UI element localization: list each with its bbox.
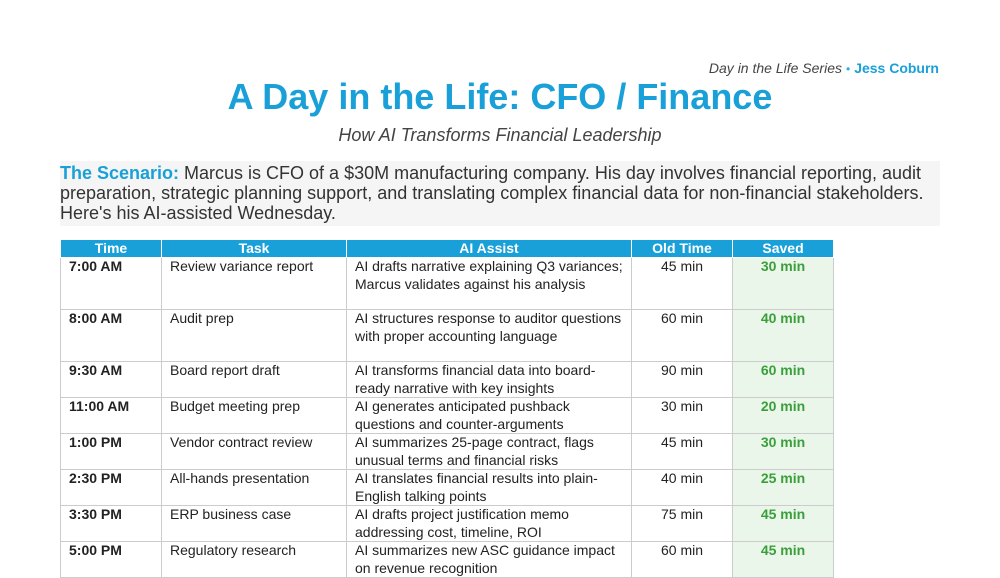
old-time-cell: 45 min — [631, 257, 733, 310]
saved-cell: 45 min — [732, 541, 834, 578]
table-row: 7:00 AM Review variance report AI drafts… — [60, 257, 834, 310]
table-row: 3:30 PM ERP business case AI drafts proj… — [60, 505, 834, 542]
table-row: 5:00 PM Regulatory research AI summarize… — [60, 541, 834, 578]
ai-assist-cell: AI drafts project justification memo add… — [346, 505, 632, 542]
task-cell: ERP business case — [161, 505, 347, 542]
time-cell: 8:00 AM — [60, 309, 162, 362]
scenario-box: The Scenario: Marcus is CFO of a $30M ma… — [60, 161, 940, 226]
time-cell: 9:30 AM — [60, 361, 162, 398]
task-cell: All-hands presentation — [161, 469, 347, 506]
saved-cell: 60 min — [732, 361, 834, 398]
series-line: Day in the Life Series • Jess Coburn — [709, 60, 939, 76]
saved-cell: 40 min — [732, 309, 834, 362]
page-subtitle: How AI Transforms Financial Leadership — [338, 125, 662, 145]
old-time-cell: 45 min — [631, 433, 733, 470]
saved-cell: 30 min — [732, 257, 834, 310]
table-row: 9:30 AM Board report draft AI transforms… — [60, 361, 834, 398]
table-row: 11:00 AM Budget meeting prep AI generate… — [60, 397, 834, 434]
time-cell: 2:30 PM — [60, 469, 162, 506]
header-task: Task — [161, 239, 347, 258]
time-cell: 1:00 PM — [60, 433, 162, 470]
ai-assist-cell: AI generates anticipated pushback questi… — [346, 397, 632, 434]
series-name: Day in the Life Series — [708, 60, 842, 76]
task-cell: Audit prep — [161, 309, 347, 362]
old-time-cell: 60 min — [631, 309, 733, 362]
time-cell: 5:00 PM — [60, 541, 162, 578]
ai-assist-cell: AI translates financial results into pla… — [346, 469, 632, 506]
header-old-time: Old Time — [631, 239, 733, 258]
scenario-label: The Scenario: — [60, 163, 180, 183]
saved-cell: 45 min — [732, 505, 834, 542]
time-cell: 3:30 PM — [60, 505, 162, 542]
saved-cell: 30 min — [732, 433, 834, 470]
old-time-cell: 40 min — [631, 469, 733, 506]
saved-cell: 20 min — [732, 397, 834, 434]
saved-cell: 25 min — [732, 469, 834, 506]
table-row: 2:30 PM All-hands presentation AI transl… — [60, 469, 834, 506]
ai-assist-cell: AI drafts narrative explaining Q3 varian… — [346, 257, 632, 310]
ai-assist-cell: AI structures response to auditor questi… — [346, 309, 632, 362]
table-row: 1:00 PM Vendor contract review AI summar… — [60, 433, 834, 470]
time-cell: 7:00 AM — [60, 257, 162, 310]
task-cell: Board report draft — [161, 361, 347, 398]
author-name: Jess Coburn — [854, 60, 939, 76]
schedule-table: Time Task AI Assist Old Time Saved 7:00 … — [60, 239, 834, 578]
table-header-row: Time Task AI Assist Old Time Saved — [60, 239, 834, 258]
table-row: 8:00 AM Audit prep AI structures respons… — [60, 309, 834, 362]
page-title: A Day in the Life: CFO / Finance — [227, 76, 773, 117]
time-cell: 11:00 AM — [60, 397, 162, 434]
task-cell: Vendor contract review — [161, 433, 347, 470]
old-time-cell: 30 min — [631, 397, 733, 434]
header-saved: Saved — [732, 239, 834, 258]
task-cell: Regulatory research — [161, 541, 347, 578]
bullet-separator: • — [845, 62, 851, 76]
ai-assist-cell: AI summarizes new ASC guidance impact on… — [346, 541, 632, 578]
task-cell: Review variance report — [161, 257, 347, 310]
header-time: Time — [60, 239, 162, 258]
old-time-cell: 75 min — [631, 505, 733, 542]
ai-assist-cell: AI summarizes 25-page contract, flags un… — [346, 433, 632, 470]
scenario-text: Marcus is CFO of a $30M manufacturing co… — [60, 163, 924, 223]
old-time-cell: 60 min — [631, 541, 733, 578]
header-ai-assist: AI Assist — [346, 239, 632, 258]
old-time-cell: 90 min — [631, 361, 733, 398]
task-cell: Budget meeting prep — [161, 397, 347, 434]
ai-assist-cell: AI transforms financial data into board-… — [346, 361, 632, 398]
